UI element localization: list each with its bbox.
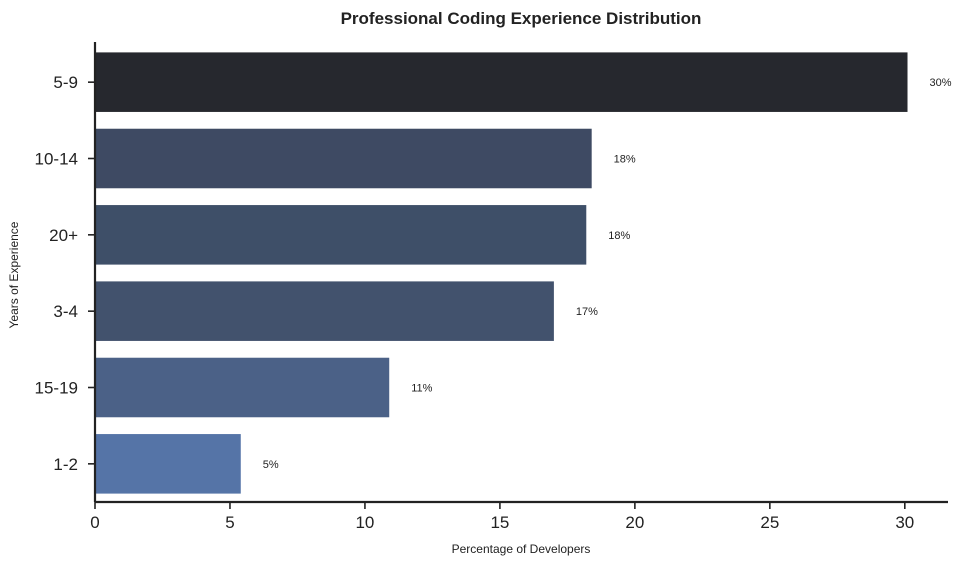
chart-title: Professional Coding Experience Distribut… — [341, 9, 702, 28]
bar-15-19 — [95, 357, 390, 418]
y-tick-label-1-2: 1-2 — [53, 455, 78, 474]
x-tick-label-10: 10 — [355, 513, 374, 532]
y-tick-label-10-14: 10-14 — [35, 150, 78, 169]
y-tick-label-20+: 20+ — [49, 226, 78, 245]
bar-20+ — [95, 205, 587, 265]
x-tick-label-20: 20 — [625, 513, 644, 532]
y-tick-label-15-19: 15-19 — [35, 379, 78, 398]
data-label-15-19: 11% — [411, 383, 432, 395]
bar-1-2 — [95, 434, 241, 494]
x-axis-label: Percentage of Developers — [452, 542, 591, 556]
data-label-1-2: 5% — [263, 459, 279, 471]
data-label-5-9: 30% — [930, 77, 952, 89]
bars-layer: 30% 18% 18% 17% 11% 5% — [95, 52, 952, 494]
data-label-20+: 18% — [608, 230, 630, 242]
x-tick-label-30: 30 — [895, 513, 914, 532]
y-tick-label-3-4: 3-4 — [53, 302, 78, 321]
data-label-3-4: 17% — [576, 306, 598, 318]
bar-3-4 — [95, 281, 554, 341]
x-tick-label-5: 5 — [225, 513, 234, 532]
bar-5-9 — [95, 52, 908, 112]
data-label-10-14: 18% — [614, 154, 636, 166]
y-tick-label-5-9: 5-9 — [53, 73, 78, 92]
x-tick-label-25: 25 — [760, 513, 779, 532]
y-axis-label: Years of Experience — [7, 221, 21, 328]
x-tick-label-15: 15 — [490, 513, 509, 532]
axes-layer: 5-9 10-14 20+ 3-4 15-19 1-2 0 5 10 15 20 25 30 — [35, 42, 948, 532]
x-tick-label-0: 0 — [90, 513, 99, 532]
bar-10-14 — [95, 128, 592, 189]
